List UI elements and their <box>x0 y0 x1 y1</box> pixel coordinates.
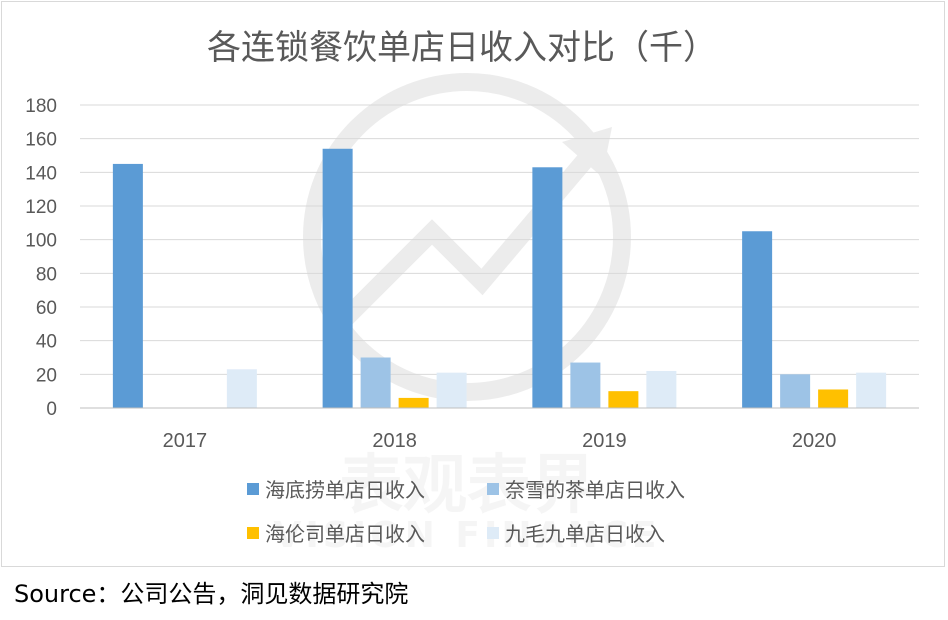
bar-2019-series-2 <box>608 391 639 408</box>
legend-label-hailunsi: 海伦司单店日收入 <box>265 522 425 546</box>
watermark-cn: 表观表界 <box>339 449 595 523</box>
y-tick-label: 0 <box>46 399 57 420</box>
y-tick-label: 160 <box>25 130 57 151</box>
x-axis-labels: 2017 2018 2019 2020 <box>163 430 837 452</box>
bar-2020-series-3 <box>856 372 887 408</box>
source-note: Source：公司公告，洞见数据研究院 <box>14 580 409 608</box>
bar-2018-series-3 <box>436 372 467 408</box>
legend-swatch-haidilao <box>247 483 259 495</box>
gridlines <box>80 104 919 375</box>
bars <box>112 148 887 408</box>
watermark-arrow-head-icon <box>562 127 612 177</box>
bar-2019-series-1 <box>570 362 601 408</box>
x-category-label: 2017 <box>163 430 208 452</box>
bar-2020-series-0 <box>742 231 773 408</box>
y-tick-label: 180 <box>25 96 57 117</box>
legend-swatch-hailunsi <box>247 527 259 539</box>
bar-2018-series-0 <box>322 148 353 408</box>
chart-frame: 表观表界 VISION FINANCE 各连锁餐饮单店日收入对比（千） 0 20 4… <box>1 1 945 567</box>
legend-swatch-naixue <box>487 483 499 495</box>
legend-swatch-jiumaojiu <box>487 527 499 539</box>
watermark-en: VISION FINANCE <box>274 515 661 556</box>
bar-2017-series-3 <box>226 369 257 408</box>
chart-title: 各连锁餐饮单店日收入对比（千） <box>207 28 717 68</box>
y-tick-label: 80 <box>36 264 57 285</box>
y-tick-label: 20 <box>36 365 57 386</box>
legend-label-jiumaojiu: 九毛九单店日收入 <box>505 522 665 546</box>
bar-2017-series-0 <box>112 163 143 408</box>
bar-2020-series-2 <box>818 389 849 408</box>
y-tick-label: 140 <box>25 163 57 184</box>
y-tick-label: 100 <box>25 231 57 252</box>
x-category-label: 2019 <box>582 430 627 452</box>
legend-label-naixue: 奈雪的茶单店日收入 <box>505 478 685 502</box>
x-category-label: 2018 <box>372 430 417 452</box>
y-tick-label: 120 <box>25 197 57 218</box>
legend: 海底捞单店日收入 奈雪的茶单店日收入 海伦司单店日收入 九毛九单店日收入 <box>247 478 685 546</box>
bar-2019-series-0 <box>532 167 563 408</box>
x-category-label: 2020 <box>792 430 837 452</box>
y-tick-label: 60 <box>36 298 57 319</box>
bar-2018-series-2 <box>398 397 429 408</box>
bar-2019-series-3 <box>646 370 677 408</box>
y-tick-label: 40 <box>36 332 57 353</box>
bar-2020-series-1 <box>780 374 811 408</box>
chart-svg: 表观表界 VISION FINANCE 各连锁餐饮单店日收入对比（千） 0 20 4… <box>25 28 919 556</box>
legend-label-haidilao: 海底捞单店日收入 <box>265 478 425 502</box>
watermark-circle <box>303 73 631 401</box>
bar-2018-series-1 <box>360 357 391 408</box>
y-axis-labels: 0 20 40 60 80 100 120 140 160 180 <box>25 96 57 420</box>
